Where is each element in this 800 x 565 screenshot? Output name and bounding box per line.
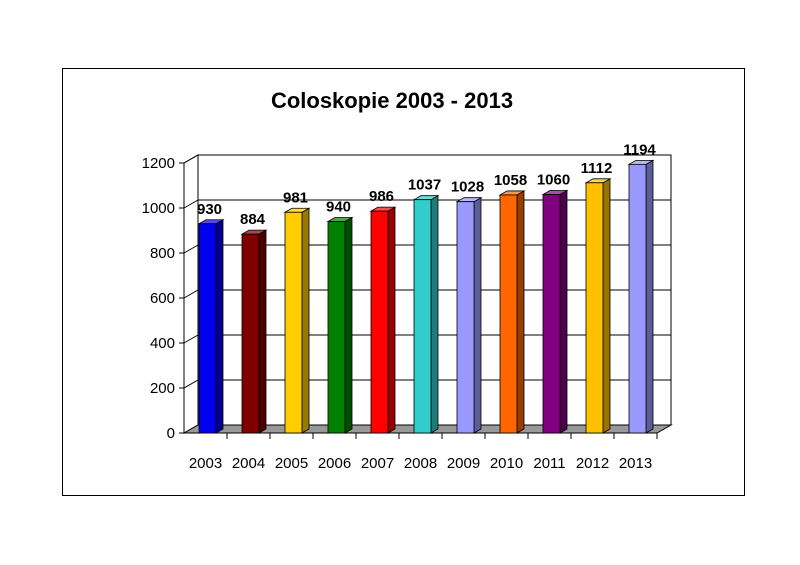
y-tick-label: 800	[150, 245, 175, 262]
bar	[284, 211, 303, 434]
bar	[628, 163, 647, 434]
bar	[542, 194, 561, 434]
gridline	[183, 379, 199, 389]
x-tick-label: 2007	[361, 455, 394, 472]
bar-side	[301, 207, 310, 434]
bar	[413, 199, 432, 434]
bar-side	[344, 216, 353, 434]
gridline	[183, 199, 199, 209]
x-tick-label: 2010	[490, 455, 523, 472]
y-tick-label: 0	[167, 425, 175, 442]
bar-side	[258, 229, 267, 434]
x-tick-label: 2013	[619, 455, 652, 472]
bar-side	[215, 219, 224, 434]
bar-side	[602, 178, 611, 434]
bar	[499, 194, 518, 434]
chart-title: Coloskopie 2003 - 2013	[271, 88, 513, 113]
x-tick-label: 2009	[447, 455, 480, 472]
bar	[456, 201, 475, 434]
data-label: 986	[369, 188, 394, 205]
x-tick-label: 2003	[189, 455, 222, 472]
data-label: 1194	[623, 141, 656, 158]
data-label: 884	[240, 211, 266, 228]
data-label: 1112	[581, 160, 613, 177]
bar-side	[516, 190, 525, 434]
y-tick-label: 1200	[142, 155, 175, 172]
bar-side	[430, 194, 439, 434]
x-tick-label: 2006	[318, 455, 351, 472]
data-label: 1060	[537, 172, 570, 189]
y-tick-label: 1000	[142, 200, 175, 217]
data-label: 1028	[451, 179, 484, 196]
gridline	[183, 244, 199, 254]
x-tick-label: 2005	[275, 455, 308, 472]
x-tick-label: 2004	[232, 455, 265, 472]
bar-side	[387, 206, 396, 434]
bar	[585, 182, 604, 434]
y-tick-label: 600	[150, 290, 175, 307]
data-label: 1037	[408, 177, 441, 194]
data-label: 981	[283, 189, 308, 206]
bar-side	[645, 159, 654, 434]
data-label: 940	[326, 199, 351, 216]
x-tick-label: 2011	[533, 455, 565, 472]
y-tick-label: 400	[150, 335, 175, 352]
gridline	[183, 334, 199, 344]
plot-area: 0 200 400 600 800 1000 1200 930 2003 884 2004 981 20…	[142, 141, 673, 472]
data-label: 930	[197, 201, 222, 218]
bar	[198, 223, 217, 434]
bar-side	[559, 189, 568, 434]
y-tick-label: 200	[150, 380, 175, 397]
bar	[241, 233, 260, 434]
bar-side	[473, 197, 482, 434]
data-label: 1058	[494, 172, 527, 189]
bar	[370, 210, 389, 434]
gridline	[183, 154, 199, 164]
x-tick-label: 2008	[404, 455, 437, 472]
gridline	[183, 289, 199, 299]
bar	[327, 221, 346, 434]
x-tick-label: 2012	[576, 455, 609, 472]
